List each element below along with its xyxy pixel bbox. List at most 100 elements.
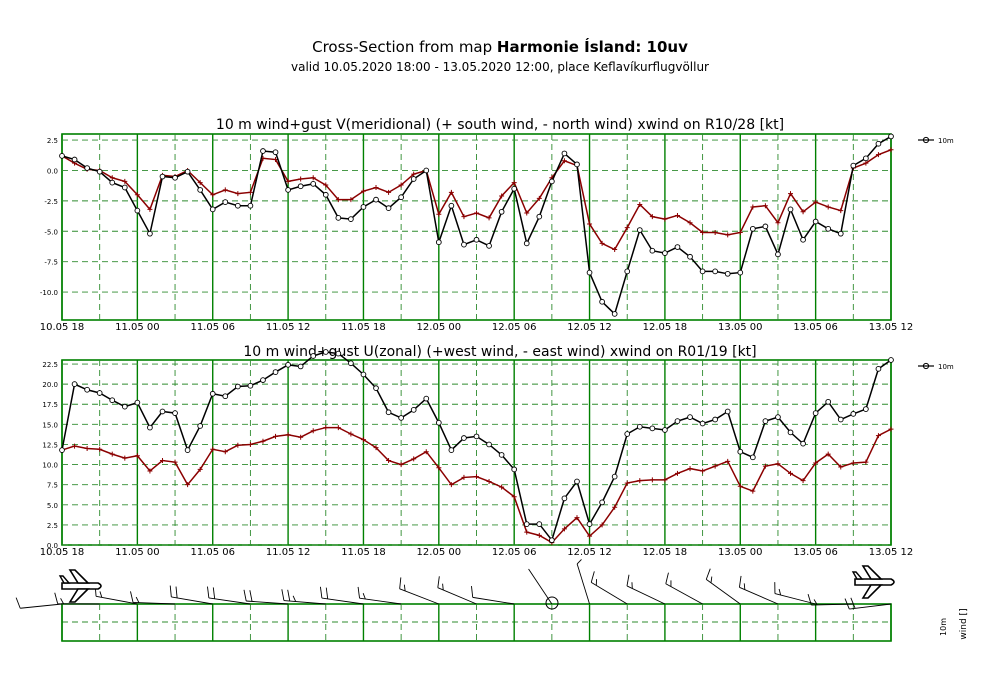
gust-point — [373, 445, 379, 451]
gust-point — [587, 221, 593, 227]
y-tick-label: 22.5 — [42, 361, 58, 369]
y-tick-label: 5.0 — [47, 502, 58, 510]
calm-wind-marker — [545, 596, 559, 610]
wind-point — [486, 441, 492, 448]
wind-point — [297, 183, 304, 190]
wind-point — [574, 161, 580, 168]
wind-point — [549, 178, 555, 185]
gust-point — [762, 463, 768, 469]
wind-point — [523, 240, 530, 247]
y-tick-label: 15.0 — [42, 421, 58, 429]
gust-point — [436, 465, 442, 471]
wind-point — [850, 162, 857, 169]
wind-point — [737, 269, 744, 276]
gust-point — [863, 459, 869, 465]
barb-feather — [249, 590, 253, 602]
gust-point — [122, 178, 128, 184]
gust-point — [624, 480, 630, 486]
gust-point — [737, 229, 743, 235]
meridional-x-ticks: 10.05 18 11.05 00 11.05 06 11.05 12 11.05 18… — [40, 322, 914, 333]
zonal-y-ticks: 22.5 20.0 17.5 15.0 12.5 10.0 7.5 5.0 2.5 0.0 — [42, 361, 58, 550]
y-tick-label: -10.0 — [40, 289, 58, 297]
gust-point — [599, 240, 605, 246]
wind-point — [888, 133, 894, 140]
wind-point — [511, 185, 518, 192]
wind-point — [800, 440, 806, 447]
gust-point — [813, 199, 819, 205]
y-tick-label: -2.5 — [44, 198, 58, 206]
gust-point — [775, 220, 781, 226]
barb-staff — [811, 603, 854, 606]
gust-point — [499, 484, 505, 490]
zonal-wind-panel: 10 m wind+gust U(zonal) (+west wind, - e… — [40, 344, 954, 558]
wind-point — [712, 268, 719, 275]
gust-point — [235, 442, 241, 448]
wind-point — [724, 408, 731, 415]
barb-variable-label: wind [] — [959, 608, 969, 639]
wind-point — [335, 350, 342, 357]
airplane-right-icon — [851, 565, 895, 599]
wind-point — [687, 253, 693, 260]
wind-point — [649, 425, 656, 432]
barb-staff — [171, 596, 213, 605]
wind-barbs — [15, 559, 892, 610]
barb-staff — [283, 600, 326, 605]
barb-feather — [710, 576, 713, 583]
gust-point — [222, 449, 228, 455]
wind-point — [448, 202, 455, 209]
wind-point — [875, 140, 882, 147]
wind-point — [71, 156, 78, 163]
x-tick-label: 12.05 00 — [417, 547, 462, 558]
gust-point — [813, 460, 819, 466]
barb-feather — [281, 589, 285, 601]
wind-point — [423, 395, 430, 402]
gust-point — [700, 468, 706, 474]
wind-point — [837, 230, 844, 237]
barb-feather — [778, 588, 782, 596]
barb-feather — [705, 568, 711, 580]
wind-barb-panel: 10m wind [] — [15, 559, 969, 642]
wind-point — [561, 150, 568, 157]
legend-label: 10m — [938, 137, 954, 145]
wind-point — [322, 191, 329, 198]
gust-point — [222, 187, 228, 193]
gust-point — [825, 204, 831, 210]
wind-point — [687, 414, 693, 420]
gust-point — [210, 192, 216, 198]
y-tick-label: 0.0 — [47, 542, 58, 550]
wind-point — [121, 403, 128, 410]
gust-point — [863, 160, 869, 166]
legend-marker — [922, 136, 930, 144]
wind-point — [636, 227, 643, 233]
gust-point — [273, 433, 279, 439]
gust-point — [122, 455, 128, 461]
gust-point — [298, 434, 304, 440]
y-tick-label: 20.0 — [42, 381, 58, 389]
gust-point — [398, 182, 404, 188]
gust-point — [674, 470, 680, 476]
barb-feather — [175, 586, 178, 598]
gust-point — [888, 147, 894, 153]
gust-point — [561, 158, 567, 164]
wind-point — [209, 390, 216, 397]
y-tick-label: 17.5 — [42, 401, 58, 409]
gust-point — [210, 446, 216, 452]
barb-staff — [626, 585, 666, 605]
wind-point — [260, 377, 266, 383]
gust-point — [423, 449, 429, 455]
wind-point — [335, 215, 342, 221]
x-tick-label: 11.05 06 — [190, 322, 235, 333]
wind-point — [649, 247, 656, 254]
x-tick-label: 13.05 12 — [869, 322, 914, 333]
wind-point — [373, 196, 379, 203]
gust-point — [649, 214, 655, 220]
wind-point — [121, 184, 128, 191]
wind-point — [787, 429, 794, 436]
barb-staff — [208, 597, 251, 605]
wind-point — [724, 270, 731, 277]
barb-feather — [207, 586, 210, 598]
wind-point — [348, 360, 354, 367]
barb-feather — [399, 577, 402, 589]
wind-point — [674, 244, 681, 250]
